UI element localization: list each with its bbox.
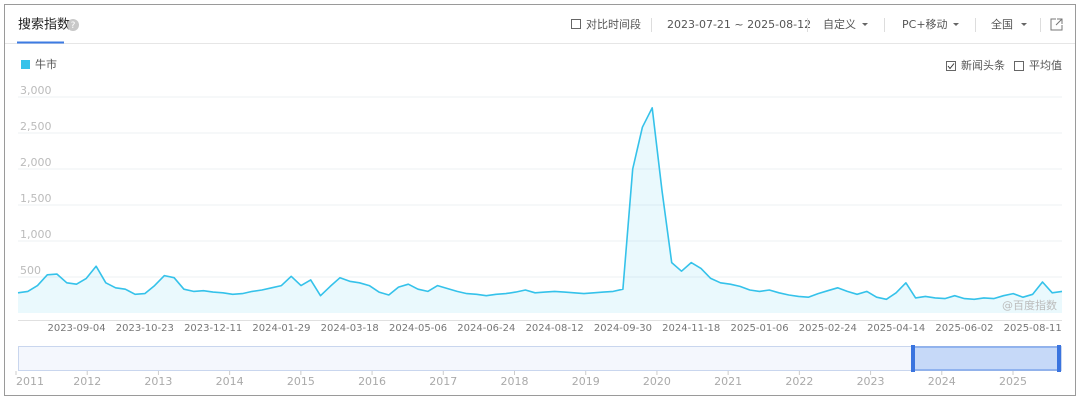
navigator-selection[interactable]: [912, 346, 1061, 371]
y-tick-label: 500: [20, 264, 41, 277]
x-tick-label: 2024-05-06: [389, 323, 447, 334]
navigator-year: 2019: [572, 375, 600, 388]
average-option[interactable]: 平均值: [1029, 59, 1062, 72]
mode[interactable]: 自定义: [823, 17, 856, 31]
news-option[interactable]: 新闻头条: [961, 58, 1005, 72]
navigator-year: 2015: [287, 375, 315, 388]
y-tick-label: 3,000: [20, 84, 52, 97]
x-tick-label: 2023-12-11: [184, 323, 242, 334]
help-mark: ?: [71, 21, 76, 31]
y-tick-label: 2,500: [20, 120, 52, 133]
frame: [4, 4, 1076, 396]
y-tick-label: 1,000: [20, 228, 52, 241]
dropdown-arrow: [862, 23, 868, 26]
x-tick-label: 2025-08-11: [1004, 323, 1062, 334]
navigator[interactable]: [18, 346, 1062, 371]
compare[interactable]: 对比时间段: [586, 17, 641, 31]
checkbox[interactable]: [571, 19, 581, 29]
x-tick-label: 2024-09-30: [594, 323, 652, 334]
navigator-year: 2018: [501, 375, 529, 388]
x-tick-label: 2023-10-23: [116, 323, 174, 334]
export-icon[interactable]: [1050, 18, 1063, 31]
navigator-year: 2011: [16, 375, 44, 388]
x-tick-label: 2025-02-24: [799, 323, 857, 334]
navigator-year: 2025: [999, 375, 1027, 388]
x-tick-label: 2025-01-06: [730, 323, 788, 334]
navigator-year: 2013: [144, 375, 172, 388]
checkbox[interactable]: [946, 61, 956, 71]
navigator-handle[interactable]: [911, 345, 915, 372]
navigator-year: 2024: [928, 375, 956, 388]
check: [947, 63, 955, 70]
y-tick-label: 2,000: [20, 156, 52, 169]
x-tick-label: 2024-03-18: [321, 323, 379, 334]
tab[interactable]: 搜索指数: [18, 18, 70, 33]
navigator-handle[interactable]: [1057, 345, 1061, 372]
dropdown-arrow: [1021, 23, 1027, 26]
checkbox[interactable]: [1014, 61, 1024, 71]
navigator-year: 2022: [785, 375, 813, 388]
legend-label: 牛市: [35, 57, 57, 71]
navigator-year: 2014: [216, 375, 244, 388]
x-tick-label: 2025-04-14: [867, 323, 925, 334]
navigator-year: 2016: [358, 375, 386, 388]
y-tick-label: 1,500: [20, 192, 52, 205]
date-range[interactable]: 2023-07-21 ~ 2025-08-12: [667, 18, 811, 31]
x-tick-label: 2024-11-18: [662, 323, 720, 334]
device[interactable]: PC+移动: [902, 18, 948, 31]
x-tick-label: 2025-06-02: [935, 323, 993, 334]
x-tick-label: 2024-01-29: [252, 323, 310, 334]
help-icon[interactable]: [67, 19, 79, 31]
area: [18, 107, 1062, 313]
line: [17, 107, 1063, 301]
x-tick-label: 2023-09-04: [47, 323, 105, 334]
region[interactable]: 全国: [991, 17, 1013, 31]
navigator-year: 2017: [429, 375, 457, 388]
x-tick-label: 2024-06-24: [457, 323, 515, 334]
navigator-year: 2023: [857, 375, 885, 388]
navigator-year: 2020: [643, 375, 671, 388]
dropdown-arrow: [953, 23, 959, 26]
watermark: @百度指数: [1002, 298, 1057, 312]
x-tick-label: 2024-08-12: [526, 323, 584, 334]
navigator-year: 2012: [73, 375, 101, 388]
navigator-year: 2021: [714, 375, 742, 388]
legend-swatch: [21, 60, 30, 69]
